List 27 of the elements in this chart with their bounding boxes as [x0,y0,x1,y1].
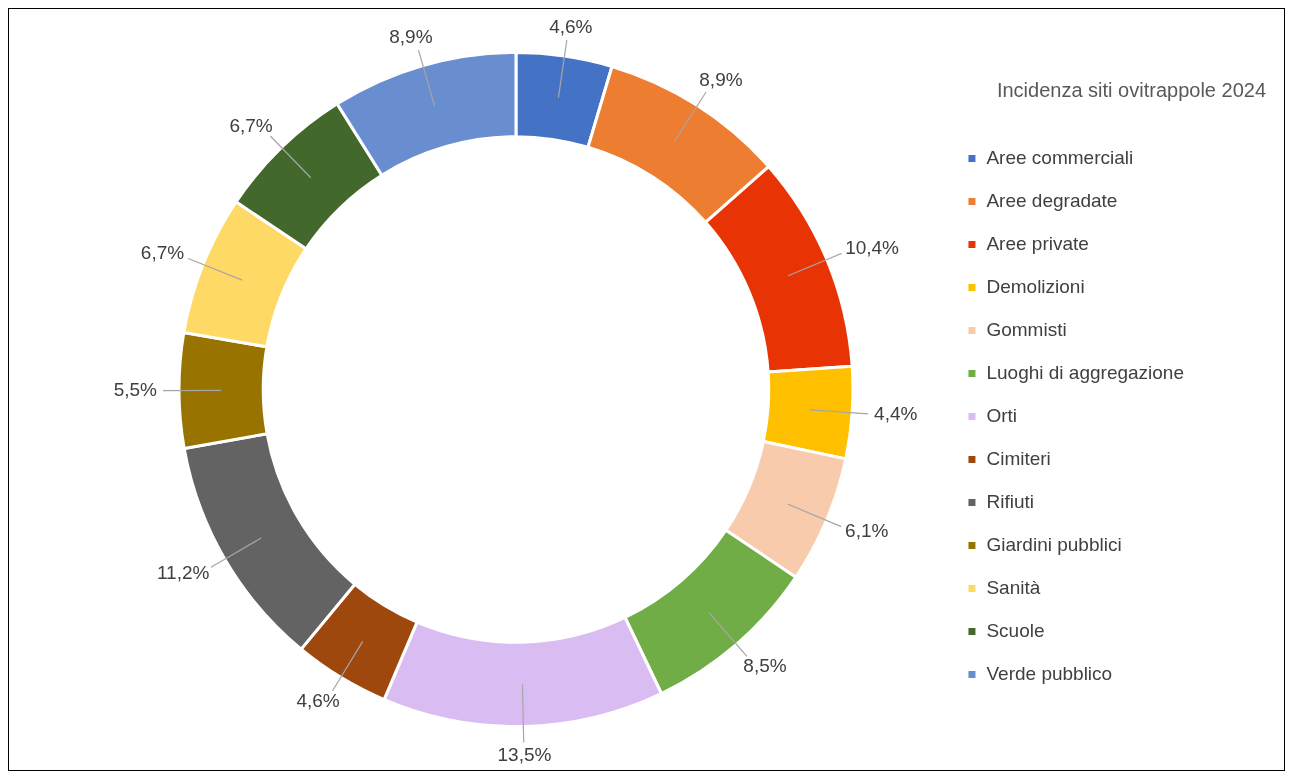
data-label: 8,9% [389,25,433,47]
data-label: 5,5% [113,378,158,400]
data-label: 4,4% [874,403,918,425]
data-label: 8,5% [743,654,787,676]
legend-label: Rifiuti [986,490,1034,512]
legend-label: Demolizioni [986,275,1085,297]
data-label: 6,7% [229,114,273,136]
data-label: 8,9% [699,69,743,91]
legend-label: Cimiteri [986,447,1051,469]
data-label: 4,6% [549,15,593,37]
legend-label: Aree degradate [986,189,1118,211]
data-label: 4,6% [296,690,340,712]
data-label: 11,2% [156,562,210,584]
legend-label: Verde pubblico [986,662,1113,684]
data-label: 6,1% [845,519,889,541]
legend-label: Scuole [986,619,1045,641]
legend-label: Sanità [986,576,1041,598]
legend-label: Luoghi di aggregazione [986,361,1185,383]
legend-label: Aree commerciali [986,146,1134,168]
data-label: 10,4% [845,236,900,258]
legend-label: Aree private [986,232,1089,254]
data-label: 6,7% [140,241,185,263]
legend-label: Orti [986,404,1018,426]
data-label: 13,5% [497,743,552,765]
legend-title: Incidenza siti ovitrappole 2024 [996,78,1266,101]
legend-label: Giardini pubblici [986,533,1122,555]
legend-label: Gommisti [986,318,1067,340]
